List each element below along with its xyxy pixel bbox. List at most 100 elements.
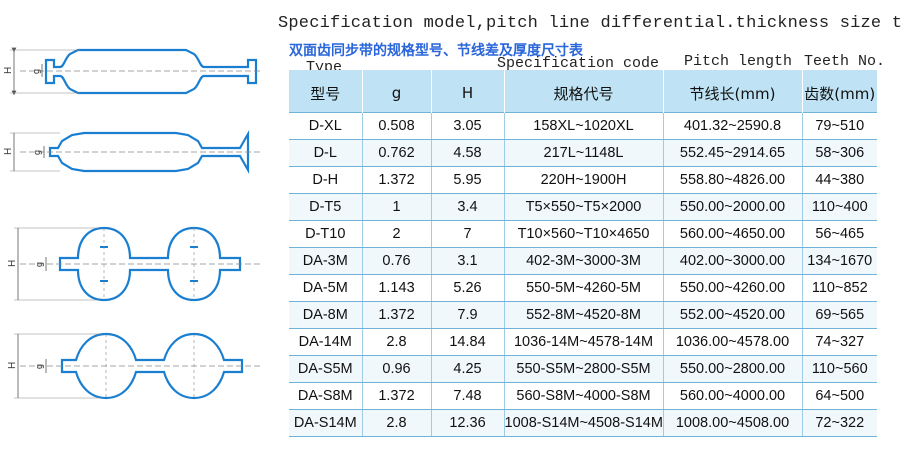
- cell-type: DA-5M: [289, 274, 363, 302]
- table-row: DA-5M 1.143 5.26 550-5M~4260-5M 550.00~4260.…: [289, 274, 877, 302]
- cell-pitch-length: 550.00~2800.00: [663, 355, 803, 383]
- cell-h: 3.1: [431, 247, 505, 275]
- cell-h: 5.26: [431, 274, 505, 302]
- cell-type: D-XL: [289, 112, 363, 140]
- cell-spec-code: 550-S5M~2800-S5M: [504, 355, 664, 383]
- cell-spec-code: 158XL~1020XL: [504, 112, 664, 140]
- cell-teeth: 74~327: [802, 328, 877, 356]
- cell-spec-code: 402-3M~3000-3M: [504, 247, 664, 275]
- table-row: DA-14M 2.8 14.84 1036-14M~4578-14M 1036.00~4…: [289, 328, 877, 356]
- cell-pitch-length: 560.00~4000.00: [663, 382, 803, 410]
- belt-profiles-diagram: H g H g H g H: [3, 47, 262, 400]
- header-en-pitch-length: Pitch length: [684, 53, 793, 70]
- cell-teeth: 110~852: [802, 274, 877, 302]
- table-row: D-XL 0.508 3.05 158XL~1020XL 401.32~2590.8 79…: [289, 112, 877, 140]
- table-row: D-T5 1 3.4 T5×550~T5×2000 550.00~2000.00 110~…: [289, 193, 877, 221]
- cell-teeth: 64~500: [802, 382, 877, 410]
- table-row: DA-8M 1.372 7.9 552-8M~4520-8M 552.00~4520.0…: [289, 301, 877, 329]
- cell-g: 1.372: [362, 301, 432, 329]
- cell-type: DA-14M: [289, 328, 363, 356]
- cell-g: 2: [362, 220, 432, 248]
- profile-h-label: H: [7, 260, 18, 267]
- cell-g: 0.76: [362, 247, 432, 275]
- spec-table: 型号 g H 规格代号 节线长(mm) 齿数(mm) D-XL 0.508 3.05…: [289, 70, 877, 437]
- cell-pitch-length: 552.45~2914.65: [663, 139, 803, 167]
- profile-h-label: H: [7, 362, 18, 369]
- cell-type: D-L: [289, 139, 363, 167]
- cell-type: DA-S8M: [289, 382, 363, 410]
- table-row: D-T10 2 7 T10×560~T10×4650 560.00~4650.00 56~…: [289, 220, 877, 248]
- cell-pitch-length: 560.00~4650.00: [663, 220, 803, 248]
- profile-trapezoid-double: H g: [3, 47, 262, 96]
- cell-h: 7.48: [431, 382, 505, 410]
- cell-g: 1.143: [362, 274, 432, 302]
- profile-h-label: H: [3, 148, 14, 155]
- cell-teeth: 134~1670: [802, 247, 877, 275]
- col-header-pitch-length: 节线长(mm): [663, 70, 803, 113]
- col-header-g: g: [362, 70, 432, 113]
- profile-g-label: g: [31, 69, 41, 74]
- cell-pitch-length: 401.32~2590.8: [663, 112, 803, 140]
- cell-h: 3.05: [431, 112, 505, 140]
- cell-g: 0.508: [362, 112, 432, 140]
- profile-trapezoid-t: H g: [3, 129, 262, 175]
- cell-type: D-T10: [289, 220, 363, 248]
- cell-type: D-T5: [289, 193, 363, 221]
- cell-h: 5.95: [431, 166, 505, 194]
- cell-teeth: 72~322: [802, 409, 877, 437]
- cell-teeth: 110~560: [802, 355, 877, 383]
- cell-spec-code: 552-8M~4520-8M: [504, 301, 664, 329]
- profile-g-label: g: [32, 150, 42, 155]
- profile-g-label: g: [34, 364, 44, 369]
- table-row: D-L 0.762 4.58 217L~1148L 552.45~2914.65 58~3…: [289, 139, 877, 167]
- table-row: DA-S8M 1.372 7.48 560-S8M~4000-S8M 560.00~40…: [289, 382, 877, 410]
- col-header-h: H: [431, 70, 505, 113]
- cell-g: 2.8: [362, 328, 432, 356]
- cell-teeth: 110~400: [802, 193, 877, 221]
- english-title: Specification model,pitch line different…: [278, 14, 901, 33]
- cell-spec-code: 1036-14M~4578-14M: [504, 328, 664, 356]
- col-header-spec-code: 规格代号: [504, 70, 664, 113]
- cell-teeth: 56~465: [802, 220, 877, 248]
- cell-h: 14.84: [431, 328, 505, 356]
- profile-s-type: H g: [7, 332, 262, 400]
- cell-g: 0.762: [362, 139, 432, 167]
- cell-g: 1.372: [362, 166, 432, 194]
- cell-h: 4.25: [431, 355, 505, 383]
- col-header-teeth: 齿数(mm): [802, 70, 877, 113]
- cell-spec-code: T5×550~T5×2000: [504, 193, 664, 221]
- profile-round-htd: H g: [7, 226, 262, 302]
- table-row: DA-S14M 2.8 12.36 1008-S14M~4508-S14M 1008.0…: [289, 409, 877, 437]
- cell-teeth: 69~565: [802, 301, 877, 329]
- cell-pitch-length: 402.00~3000.00: [663, 247, 803, 275]
- cell-spec-code: 220H~1900H: [504, 166, 664, 194]
- cell-pitch-length: 1008.00~4508.00: [663, 409, 803, 437]
- cell-teeth: 44~380: [802, 166, 877, 194]
- cell-type: D-H: [289, 166, 363, 194]
- cell-pitch-length: 558.80~4826.00: [663, 166, 803, 194]
- cell-type: DA-3M: [289, 247, 363, 275]
- cell-spec-code: 560-S8M~4000-S8M: [504, 382, 664, 410]
- cell-g: 0.96: [362, 355, 432, 383]
- cell-spec-code: T10×560~T10×4650: [504, 220, 664, 248]
- header-en-spec-code: Specification code: [497, 55, 660, 72]
- col-header-type: 型号: [289, 70, 363, 113]
- profile-g-label: g: [34, 262, 44, 267]
- table-row: DA-3M 0.76 3.1 402-3M~3000-3M 402.00~3000.00…: [289, 247, 877, 275]
- cell-h: 12.36: [431, 409, 505, 437]
- cell-h: 3.4: [431, 193, 505, 221]
- table-header-row: 型号 g H 规格代号 节线长(mm) 齿数(mm): [289, 70, 877, 113]
- cell-g: 1: [362, 193, 432, 221]
- cell-pitch-length: 550.00~2000.00: [663, 193, 803, 221]
- cell-spec-code: 217L~1148L: [504, 139, 664, 167]
- cell-teeth: 58~306: [802, 139, 877, 167]
- chinese-title: 双面齿同步带的规格型号、节线差及厚度尺寸表: [289, 43, 583, 59]
- cell-teeth: 79~510: [802, 112, 877, 140]
- header-en-teeth-no: Teeth No.: [804, 53, 886, 70]
- cell-g: 2.8: [362, 409, 432, 437]
- cell-h: 7: [431, 220, 505, 248]
- cell-h: 7.9: [431, 301, 505, 329]
- cell-pitch-length: 1036.00~4578.00: [663, 328, 803, 356]
- table-row: D-H 1.372 5.95 220H~1900H 558.80~4826.00 44~3…: [289, 166, 877, 194]
- cell-type: DA-8M: [289, 301, 363, 329]
